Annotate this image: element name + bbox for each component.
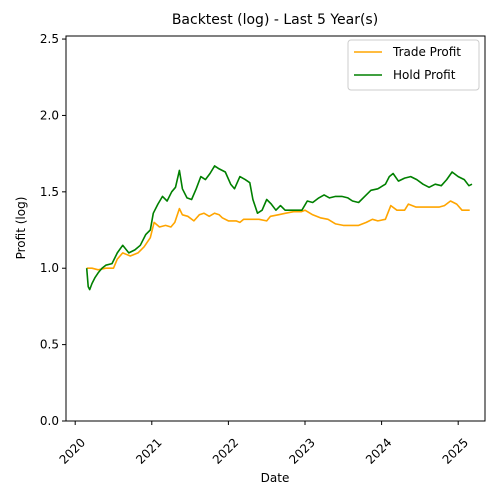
x-tick-label: 2021 (133, 435, 164, 466)
y-tick-label: 1.5 (40, 185, 59, 199)
x-tick-label: 2025 (440, 435, 471, 466)
y-tick-label: 1.0 (40, 261, 59, 275)
y-tick-label: 0.5 (40, 338, 59, 352)
x-tick-label: 2020 (57, 435, 88, 466)
y-axis-label: Profit (log) (14, 197, 28, 260)
y-tick-label: 2.0 (40, 108, 59, 122)
series-line-hold-profit (85, 165, 473, 291)
y-tick-label: 2.5 (40, 32, 59, 46)
chart-title: Backtest (log) - Last 5 Year(s) (172, 12, 378, 28)
x-axis-label: Date (261, 471, 290, 485)
y-axis: 0.0 0.5 1.0 1.5 2.0 2.5 (40, 32, 66, 428)
legend-label-hold-profit: Hold Profit (393, 68, 456, 82)
x-tick-label: 2022 (210, 435, 241, 466)
plot-frame (65, 35, 486, 422)
x-tick-label: 2024 (363, 435, 394, 466)
legend: Trade Profit Hold Profit (347, 39, 480, 91)
legend-label-trade-profit: Trade Profit (392, 45, 461, 59)
plot-lines (85, 165, 473, 291)
x-tick-label: 2023 (286, 435, 317, 466)
series-line-trade-profit (86, 200, 470, 271)
y-tick-label: 0.0 (40, 414, 59, 428)
x-axis: 2020 2021 2022 2023 2024 2025 (57, 421, 471, 467)
